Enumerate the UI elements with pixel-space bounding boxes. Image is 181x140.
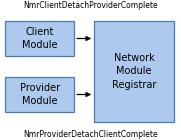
- Text: NmrProviderDetachClientComplete: NmrProviderDetachClientComplete: [23, 130, 158, 139]
- Text: Provider
Module: Provider Module: [20, 83, 60, 106]
- FancyBboxPatch shape: [5, 77, 74, 112]
- FancyBboxPatch shape: [94, 21, 174, 122]
- FancyBboxPatch shape: [5, 21, 74, 56]
- Text: NmrClientDetachProviderComplete: NmrClientDetachProviderComplete: [23, 1, 158, 10]
- Text: Network
Module
Registrar: Network Module Registrar: [112, 53, 156, 90]
- Text: Client
Module: Client Module: [22, 27, 58, 50]
